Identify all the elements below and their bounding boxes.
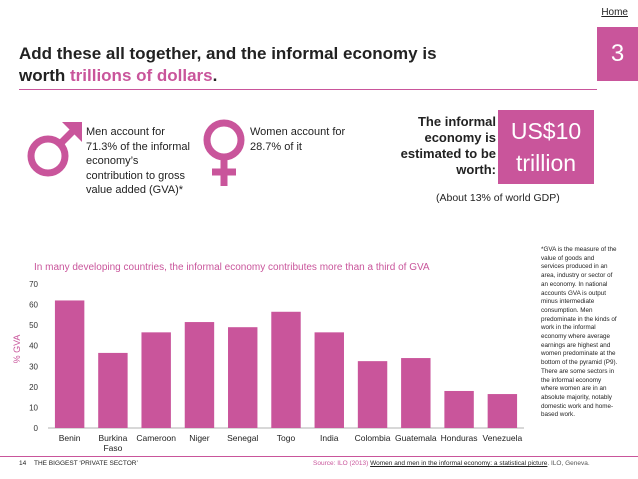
x-tick-label: Togo — [277, 433, 296, 443]
page-headline: Add these all together, and the informal… — [19, 43, 439, 87]
bar-venezuela — [487, 394, 518, 428]
bar-cameroon — [141, 332, 171, 428]
source-label: Source: — [313, 460, 336, 467]
y-tick-label: 40 — [29, 342, 38, 351]
bar-burkina-faso — [98, 352, 128, 428]
bar-benin — [54, 300, 85, 428]
source-title-link[interactable]: Women and men in the informal economy: a… — [370, 460, 548, 467]
x-tick-label: India — [320, 433, 339, 443]
headline-end: . — [212, 66, 218, 85]
bar-guatemala — [401, 358, 431, 428]
y-tick-label: 0 — [34, 424, 39, 433]
women-share-text: Women account for 28.7% of it — [250, 126, 346, 153]
headline-text: Add these all together, and the informal… — [19, 44, 437, 85]
x-tick-label: Niger — [189, 433, 209, 443]
footer-divider — [0, 456, 638, 457]
estimate-label: The informal economy is estimated to be … — [400, 114, 496, 177]
gva-footnote: *GVA is the measure of the value of good… — [541, 246, 618, 419]
y-tick-label: 60 — [29, 301, 38, 310]
x-tick-label: Guatemala — [395, 433, 437, 443]
bar-colombia — [357, 361, 388, 428]
men-share-text: Men account for 71.3% of the informal ec… — [86, 126, 190, 196]
x-tick-label: Venezuela — [483, 433, 523, 443]
x-tick-label: Honduras — [441, 433, 478, 443]
title-divider — [19, 89, 597, 90]
bar-niger — [184, 322, 215, 428]
y-tick-label: 70 — [29, 280, 38, 289]
y-tick-label: 30 — [29, 362, 38, 371]
x-tick-label: Burkina — [98, 433, 127, 443]
source-org: ILO (2013) — [337, 460, 369, 467]
y-tick-label: 20 — [29, 383, 38, 392]
source-end: . ILO, Geneva. — [547, 460, 590, 467]
x-tick-label: Cameroon — [136, 433, 176, 443]
bar-india — [314, 332, 344, 428]
x-tick-label: Colombia — [355, 433, 391, 443]
page-number: 14 — [19, 460, 27, 467]
x-tick-label: Faso — [103, 443, 122, 453]
bar-honduras — [444, 390, 474, 428]
bar-senegal — [228, 327, 258, 428]
y-tick-label: 50 — [29, 321, 38, 330]
estimate-value: US$10 trillion — [498, 110, 594, 184]
y-tick-label: 10 — [29, 403, 38, 412]
section-number-badge: 3 — [597, 27, 638, 81]
home-link[interactable]: Home — [601, 7, 628, 18]
headline-highlight: trillions of dollars — [70, 66, 213, 85]
chart-title: In many developing countries, the inform… — [34, 262, 430, 273]
male-symbol-icon — [27, 122, 82, 177]
x-tick-label: Senegal — [227, 433, 258, 443]
x-tick-label: Benin — [59, 433, 81, 443]
source-citation: Source: ILO (2013) Women and men in the … — [313, 460, 590, 467]
female-symbol-icon — [203, 119, 245, 186]
footer-doc-title: THE BIGGEST ‘PRIVATE SECTOR’ — [34, 460, 138, 467]
gdp-share-note: (About 13% of world GDP) — [436, 192, 560, 204]
bar-togo — [271, 311, 301, 428]
